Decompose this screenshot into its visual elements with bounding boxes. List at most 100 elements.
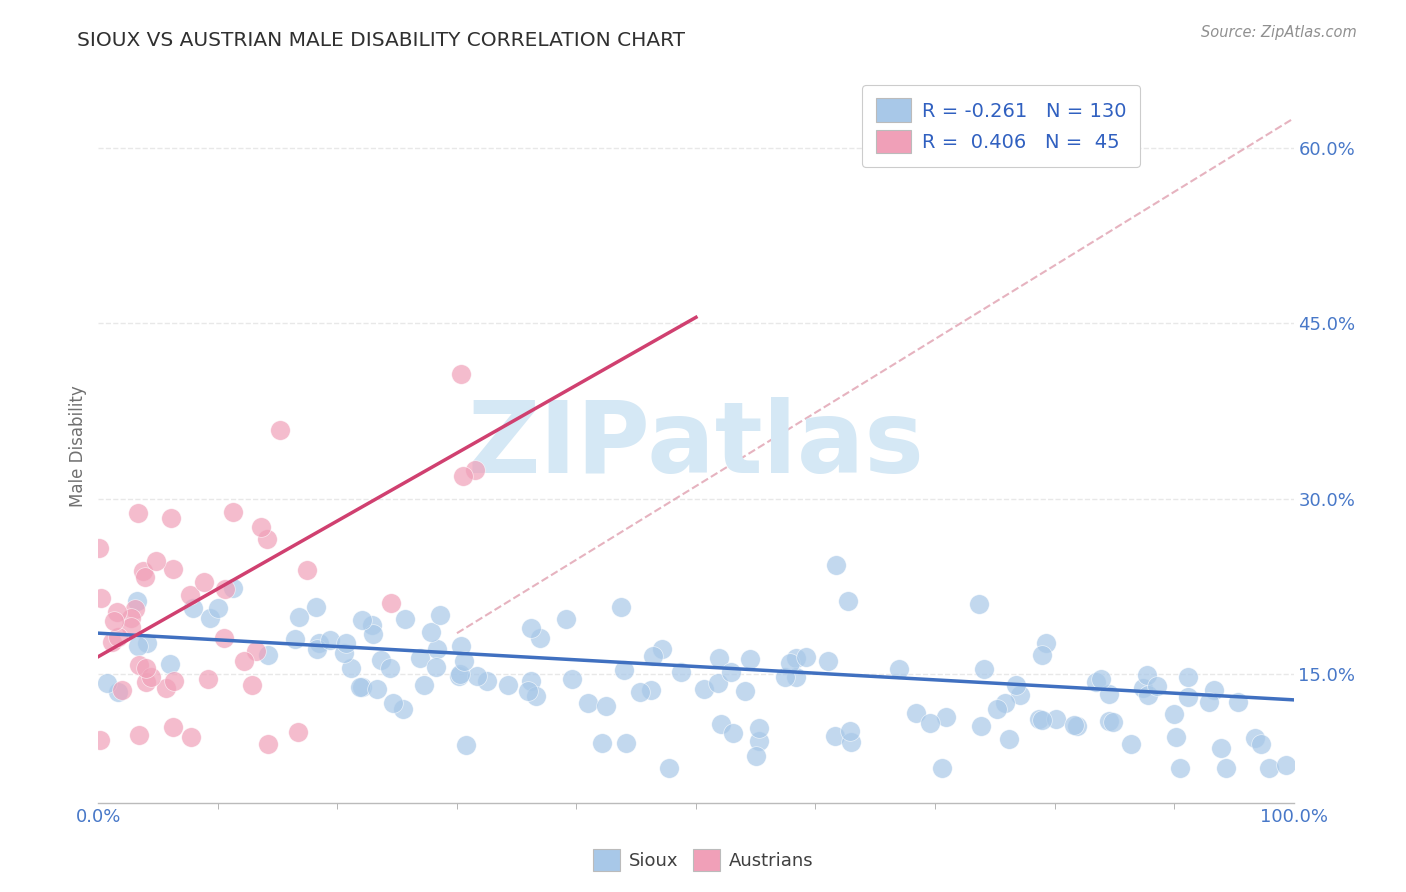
Point — [89, 733, 111, 747]
Point — [817, 654, 839, 668]
Point — [333, 646, 356, 660]
Point — [628, 685, 651, 699]
Point — [967, 597, 990, 611]
Point — [257, 737, 280, 751]
Point — [1119, 737, 1142, 751]
Point — [198, 611, 221, 625]
Point — [96, 676, 118, 690]
Point — [748, 734, 770, 748]
Point — [475, 674, 498, 689]
Point — [554, 612, 576, 626]
Point — [361, 626, 384, 640]
Point — [256, 648, 278, 663]
Point — [720, 665, 742, 680]
Point — [710, 716, 733, 731]
Point — [1170, 761, 1192, 775]
Point — [994, 696, 1017, 710]
Point — [1215, 761, 1237, 775]
Point — [394, 612, 416, 626]
Point — [578, 696, 600, 710]
Point — [1031, 648, 1053, 663]
Point — [107, 630, 129, 644]
Point — [392, 702, 415, 716]
Point — [245, 644, 267, 658]
Point — [464, 463, 486, 477]
Text: SIOUX VS AUSTRIAN MALE DISABILITY CORRELATION CHART: SIOUX VS AUSTRIAN MALE DISABILITY CORREL… — [77, 31, 685, 50]
Point — [465, 669, 488, 683]
Point — [1085, 675, 1108, 690]
Point — [1035, 636, 1057, 650]
Legend: Sioux, Austrians: Sioux, Austrians — [585, 842, 821, 879]
Point — [641, 649, 664, 664]
Point — [127, 506, 149, 520]
Point — [180, 730, 202, 744]
Point — [141, 670, 163, 684]
Point — [124, 602, 146, 616]
Point — [1066, 719, 1088, 733]
Point — [824, 730, 846, 744]
Point — [779, 656, 801, 670]
Point — [1258, 761, 1281, 775]
Point — [773, 670, 796, 684]
Point — [520, 673, 543, 688]
Point — [283, 632, 305, 646]
Point — [614, 736, 637, 750]
Point — [734, 684, 756, 698]
Point — [128, 728, 150, 742]
Point — [640, 682, 662, 697]
Point — [825, 558, 848, 572]
Point — [451, 468, 474, 483]
Point — [1010, 688, 1032, 702]
Point — [1166, 731, 1188, 745]
Point — [520, 621, 543, 635]
Point — [207, 600, 229, 615]
Point — [785, 670, 807, 684]
Point — [839, 723, 862, 738]
Point — [449, 666, 471, 681]
Point — [935, 710, 957, 724]
Point — [90, 591, 112, 605]
Point — [1177, 670, 1199, 684]
Point — [145, 554, 167, 568]
Point — [181, 600, 204, 615]
Point — [721, 726, 744, 740]
Point — [305, 642, 328, 657]
Point — [658, 761, 681, 775]
Point — [250, 520, 273, 534]
Point — [349, 681, 371, 695]
Point — [709, 650, 731, 665]
Point — [1202, 683, 1225, 698]
Point — [409, 651, 432, 665]
Point — [120, 611, 142, 625]
Point — [222, 581, 245, 595]
Point — [378, 660, 401, 674]
Point — [973, 663, 995, 677]
Point — [1063, 718, 1085, 732]
Point — [609, 600, 631, 615]
Point — [304, 599, 326, 614]
Point — [127, 593, 149, 607]
Point — [986, 701, 1008, 715]
Point — [135, 660, 157, 674]
Point — [794, 650, 817, 665]
Point — [420, 625, 443, 640]
Point — [450, 639, 472, 653]
Point — [1028, 712, 1050, 726]
Point — [561, 672, 583, 686]
Point — [1177, 690, 1199, 704]
Point — [162, 562, 184, 576]
Point — [1132, 681, 1154, 695]
Point — [1211, 741, 1233, 756]
Point — [350, 680, 373, 694]
Point — [998, 732, 1021, 747]
Point — [671, 665, 693, 679]
Point — [132, 564, 155, 578]
Point — [1243, 731, 1265, 745]
Point — [413, 678, 436, 692]
Point — [155, 681, 177, 695]
Point — [904, 706, 927, 720]
Point — [529, 631, 551, 645]
Point — [425, 660, 447, 674]
Point — [429, 607, 451, 622]
Point — [1098, 687, 1121, 701]
